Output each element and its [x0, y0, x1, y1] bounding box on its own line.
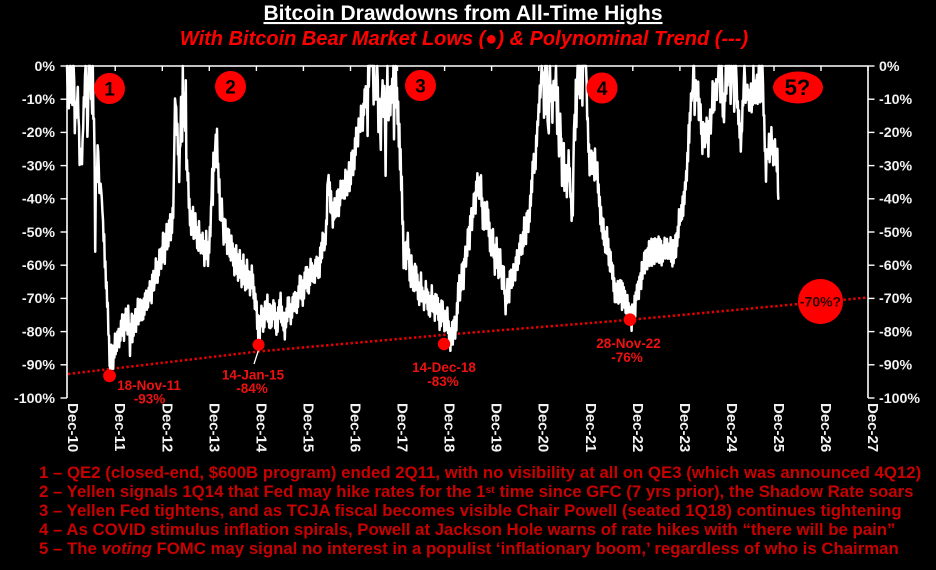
svg-text:-20%: -20% — [879, 125, 913, 141]
svg-text:-40%: -40% — [879, 192, 913, 208]
svg-text:2 – Yellen signals 1Q14 that F: 2 – Yellen signals 1Q14 that Fed may hik… — [39, 482, 914, 501]
svg-text:Dec-19: Dec-19 — [488, 403, 505, 452]
svg-text:-60%: -60% — [22, 258, 56, 274]
svg-text:3 – Yellen Fed tightens, and a: 3 – Yellen Fed tightens, and as TCJA fis… — [39, 501, 902, 520]
svg-text:1: 1 — [104, 80, 115, 101]
svg-text:Dec-16: Dec-16 — [347, 403, 364, 452]
svg-text:-70%: -70% — [22, 291, 56, 307]
svg-text:5?: 5? — [785, 75, 811, 100]
svg-text:28-Nov-22: 28-Nov-22 — [596, 336, 661, 351]
svg-text:-80%: -80% — [879, 324, 913, 340]
svg-text:-10%: -10% — [22, 92, 56, 108]
svg-text:5 – The voting FOMC may signal: 5 – The voting FOMC may signal no intere… — [39, 539, 899, 558]
svg-text:-50%: -50% — [22, 225, 56, 241]
svg-text:Dec-20: Dec-20 — [535, 403, 552, 452]
svg-text:-84%: -84% — [236, 381, 268, 396]
svg-text:-70%?: -70%? — [800, 294, 841, 310]
svg-text:-30%: -30% — [22, 158, 56, 174]
svg-text:Dec-21: Dec-21 — [582, 403, 599, 452]
svg-text:-10%: -10% — [879, 92, 913, 108]
svg-text:-83%: -83% — [427, 374, 459, 389]
svg-text:-40%: -40% — [22, 192, 56, 208]
svg-text:Dec-14: Dec-14 — [252, 403, 269, 453]
svg-text:-100%: -100% — [879, 391, 920, 407]
svg-text:-90%: -90% — [879, 358, 913, 374]
svg-text:-100%: -100% — [14, 391, 55, 407]
svg-text:Dec-22: Dec-22 — [629, 403, 646, 452]
svg-text:Dec-12: Dec-12 — [158, 403, 175, 452]
svg-text:Dec-24: Dec-24 — [723, 403, 740, 453]
svg-text:1 – QE2 (closed-end, $600B pro: 1 – QE2 (closed-end, $600B program) ende… — [39, 463, 921, 482]
svg-text:4 – As COVID stimulus inflatio: 4 – As COVID stimulus inflation spirals,… — [39, 520, 895, 539]
svg-text:-76%: -76% — [611, 350, 643, 365]
svg-text:Dec-23: Dec-23 — [676, 403, 693, 452]
svg-text:14-Jan-15: 14-Jan-15 — [222, 368, 285, 383]
svg-text:With Bitcoin Bear Market Lows: With Bitcoin Bear Market Lows (●) & Poly… — [180, 28, 749, 50]
svg-text:0%: 0% — [34, 59, 55, 75]
svg-text:18-Nov-11: 18-Nov-11 — [117, 378, 181, 393]
svg-text:2: 2 — [225, 78, 236, 99]
svg-text:Dec-15: Dec-15 — [299, 403, 316, 452]
svg-text:0%: 0% — [879, 59, 900, 75]
svg-text:-30%: -30% — [879, 158, 913, 174]
svg-text:Dec-25: Dec-25 — [770, 403, 787, 452]
svg-text:-93%: -93% — [134, 392, 166, 407]
svg-text:Bitcoin Drawdowns from All-Tim: Bitcoin Drawdowns from All-Time Highs — [263, 2, 662, 25]
svg-text:Dec-26: Dec-26 — [817, 403, 834, 452]
svg-text:-60%: -60% — [879, 258, 913, 274]
svg-text:-80%: -80% — [22, 324, 56, 340]
svg-text:3: 3 — [415, 77, 426, 98]
svg-text:-90%: -90% — [22, 358, 56, 374]
svg-text:Dec-17: Dec-17 — [394, 403, 411, 452]
svg-text:Dec-27: Dec-27 — [864, 403, 881, 452]
svg-text:4: 4 — [597, 79, 608, 100]
svg-text:-70%: -70% — [879, 291, 913, 307]
svg-text:-20%: -20% — [22, 125, 56, 141]
svg-text:Dec-13: Dec-13 — [205, 403, 222, 452]
svg-text:14-Dec-18: 14-Dec-18 — [412, 360, 476, 375]
svg-text:-50%: -50% — [879, 225, 913, 241]
svg-text:Dec-11: Dec-11 — [111, 403, 128, 451]
svg-text:Dec-18: Dec-18 — [441, 403, 458, 452]
svg-text:Dec-10: Dec-10 — [64, 403, 81, 452]
